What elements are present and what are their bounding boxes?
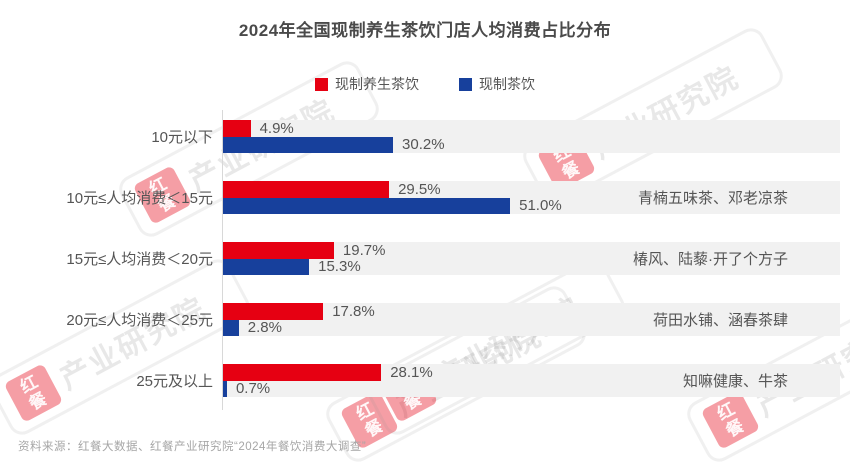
brand-watermark: 红餐产业研究院: [360, 254, 630, 440]
category-label: 20元≤人均消费＜25元: [66, 312, 213, 329]
value-label: 17.8%: [332, 302, 375, 320]
value-label: 51.0%: [519, 197, 562, 215]
category-label: 10元以下: [151, 129, 213, 146]
value-label: 4.9%: [259, 119, 294, 137]
chart-legend: 现制养生茶饮 现制茶饮: [0, 74, 850, 94]
brand-watermark: 红餐产业研究院: [0, 254, 255, 440]
bar-health-tea: [223, 120, 251, 137]
brand-annotation: 知嘛健康、牛茶: [682, 373, 788, 390]
legend-item-0: 现制养生茶饮: [315, 74, 419, 94]
bar-tea: [223, 258, 310, 275]
value-label: 19.7%: [342, 241, 386, 259]
legend-swatch-icon: [459, 77, 472, 91]
bar-health-tea: [223, 303, 324, 320]
value-label: 15.3%: [318, 258, 361, 276]
category-label: 15元≤人均消费＜20元: [66, 251, 213, 268]
bar-tea: [223, 197, 511, 214]
brand-annotation: 荷田水铺、涵春茶肆: [652, 312, 788, 329]
bar-tea: [223, 136, 394, 153]
legend-label: 现制养生茶饮: [335, 76, 419, 92]
category-label: 25元及以上: [136, 373, 213, 390]
brand-annotation: 青楠五味茶、邓老凉茶: [637, 190, 788, 207]
bar-tea: [223, 380, 227, 397]
value-label: 2.8%: [247, 319, 282, 337]
value-label: 29.5%: [398, 180, 441, 198]
bar-tea: [223, 319, 239, 336]
value-label: 30.2%: [402, 136, 445, 154]
brand-annotation: 椿风、陆藜·开了个方子: [633, 251, 788, 268]
row-band: [223, 303, 840, 336]
source-note: 资料来源：红餐大数据、红餐产业研究院“2024年餐饮消费大调查”: [18, 441, 367, 453]
legend-label: 现制茶饮: [479, 76, 535, 92]
bar-health-tea: [223, 242, 334, 259]
brand-logo-icon: 红餐: [700, 390, 761, 450]
bar-health-tea: [223, 364, 382, 381]
value-label: 28.1%: [390, 363, 433, 381]
legend-swatch-icon: [315, 77, 328, 91]
category-label: 10元≤人均消费＜15元: [66, 190, 213, 207]
legend-item-1: 现制茶饮: [459, 74, 535, 94]
bar-health-tea: [223, 181, 390, 198]
chart-title: 2024年全国现制养生茶饮门店人均消费占比分布: [238, 21, 612, 40]
y-axis-line: [222, 110, 223, 410]
value-label: 0.7%: [235, 380, 271, 398]
